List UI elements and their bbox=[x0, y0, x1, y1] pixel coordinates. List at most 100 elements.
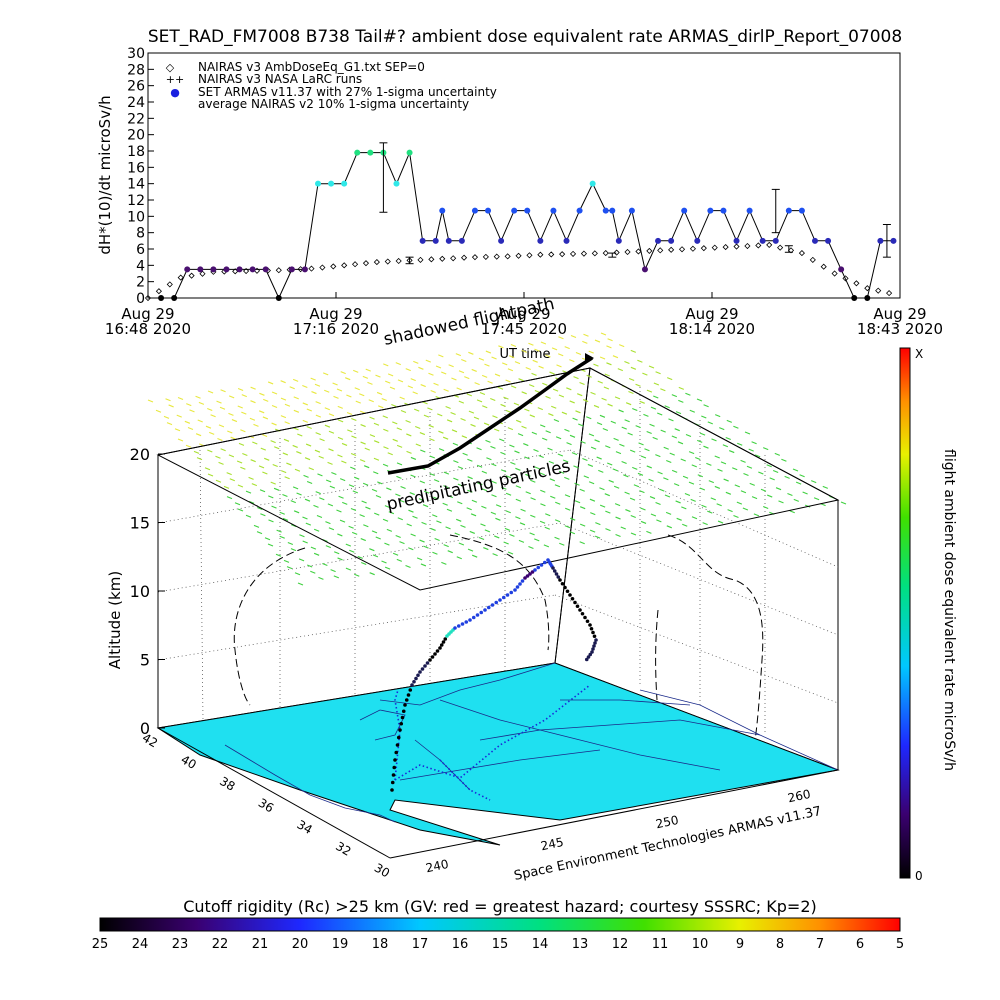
particle-mark bbox=[205, 425, 212, 429]
particle-mark bbox=[445, 526, 451, 530]
altitude-tick-label: 15 bbox=[130, 514, 150, 533]
particle-mark bbox=[189, 409, 195, 413]
particle-mark bbox=[481, 488, 488, 492]
flightpath-point bbox=[394, 750, 399, 755]
particle-mark bbox=[649, 496, 656, 500]
particle-mark bbox=[524, 456, 530, 460]
particle-mark bbox=[446, 419, 453, 423]
particle-mark bbox=[384, 505, 391, 509]
particle-mark bbox=[697, 474, 703, 478]
particle-mark bbox=[582, 399, 589, 403]
particle-mark bbox=[267, 381, 274, 385]
particle-mark bbox=[433, 479, 440, 483]
particle-mark bbox=[383, 446, 389, 450]
particle-mark bbox=[562, 459, 569, 463]
cutoff-rigidity-tick-label: 23 bbox=[172, 937, 189, 952]
flightpath-point bbox=[468, 618, 472, 622]
particle-mark bbox=[579, 381, 585, 385]
particle-mark bbox=[337, 436, 344, 440]
particle-mark bbox=[604, 493, 610, 497]
particle-mark bbox=[386, 487, 392, 491]
particle-mark bbox=[555, 436, 562, 440]
particle-mark bbox=[322, 372, 329, 376]
particle-mark bbox=[456, 518, 462, 522]
particle-mark bbox=[425, 359, 432, 363]
particle-mark bbox=[632, 466, 638, 470]
timeseries-legend: ◇ NAIRAS v3 AmbDoseEq_G1.txt SEP=0 ++ NA… bbox=[166, 60, 497, 111]
cutoff-rigidity-tick-label: 19 bbox=[332, 937, 349, 952]
flightpath-point bbox=[453, 626, 457, 630]
particle-mark bbox=[605, 528, 611, 532]
flight-projection-right bbox=[667, 534, 764, 741]
particle-mark bbox=[250, 386, 256, 390]
particle-mark bbox=[359, 410, 366, 414]
flightpath-point bbox=[525, 574, 530, 578]
particle-mark bbox=[237, 508, 244, 512]
particle-mark bbox=[210, 414, 216, 418]
particle-mark bbox=[675, 500, 681, 504]
flightpath-point bbox=[528, 572, 532, 576]
particle-mark bbox=[386, 528, 393, 532]
particle-mark bbox=[332, 382, 338, 386]
particle-mark bbox=[505, 492, 512, 496]
particle-mark bbox=[283, 559, 290, 563]
particle-mark bbox=[416, 557, 423, 561]
flightpath-point bbox=[435, 649, 440, 653]
particle-mark bbox=[420, 563, 427, 567]
particle-mark bbox=[769, 477, 775, 481]
top-plane bbox=[156, 367, 840, 591]
flightpath-point bbox=[399, 721, 404, 726]
particle-mark bbox=[423, 490, 430, 494]
particle-mark bbox=[481, 505, 487, 509]
particle-mark bbox=[418, 498, 425, 502]
nairas-point bbox=[362, 260, 370, 267]
particle-mark bbox=[264, 537, 271, 541]
particle-mark bbox=[337, 454, 343, 458]
armas-point bbox=[668, 237, 675, 244]
armas-point bbox=[498, 237, 505, 244]
particle-mark bbox=[666, 525, 673, 529]
armas-point bbox=[628, 207, 635, 214]
particle-mark bbox=[234, 502, 241, 506]
particle-mark bbox=[368, 399, 374, 403]
armas-point bbox=[223, 266, 230, 273]
particle-mark bbox=[542, 382, 548, 386]
particle-mark bbox=[197, 419, 203, 423]
particle-mark bbox=[671, 435, 678, 439]
armas-point bbox=[759, 237, 766, 244]
particle-mark bbox=[385, 380, 391, 384]
particle-mark bbox=[707, 510, 713, 514]
flightpath-point bbox=[509, 590, 514, 595]
particle-mark bbox=[561, 411, 568, 415]
armas-point bbox=[707, 207, 714, 214]
particle-mark bbox=[530, 479, 536, 483]
particle-mark bbox=[671, 394, 678, 398]
particle-mark bbox=[557, 453, 564, 457]
particle-mark bbox=[566, 387, 572, 391]
armas-point bbox=[890, 237, 897, 244]
armas-point bbox=[406, 149, 413, 156]
particle-mark bbox=[554, 536, 560, 540]
nairas-point bbox=[417, 256, 424, 263]
particle-mark bbox=[559, 542, 565, 546]
particle-mark bbox=[248, 500, 255, 504]
particle-mark bbox=[595, 522, 601, 526]
particle-mark bbox=[720, 461, 727, 465]
particle-mark bbox=[248, 476, 254, 480]
particle-mark bbox=[371, 488, 378, 492]
x-tick-label-time: 17:16 2020 bbox=[293, 320, 379, 338]
particle-mark bbox=[313, 504, 319, 508]
particle-mark bbox=[574, 482, 580, 486]
armas-point bbox=[301, 266, 308, 273]
particle-mark bbox=[271, 422, 277, 426]
flightpath-point bbox=[539, 563, 544, 567]
particle-mark bbox=[695, 456, 701, 461]
particle-mark bbox=[699, 487, 706, 491]
particle-mark bbox=[409, 492, 415, 496]
armas-point bbox=[197, 266, 204, 273]
particle-mark bbox=[639, 490, 645, 494]
particle-mark bbox=[275, 553, 282, 557]
x-tick-label-time: 18:43 2020 bbox=[857, 320, 943, 338]
particle-mark bbox=[454, 532, 460, 536]
particle-mark bbox=[196, 457, 203, 461]
